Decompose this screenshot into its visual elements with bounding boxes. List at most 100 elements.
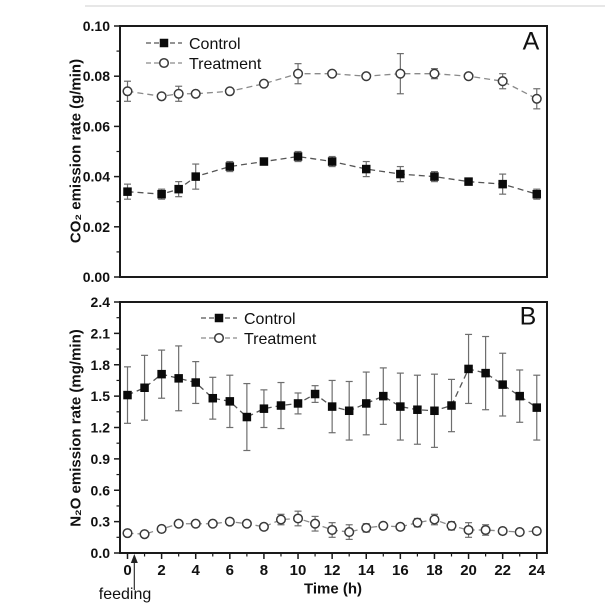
- chart-text: 0.3: [91, 514, 111, 530]
- treatment-marker-circle: [224, 86, 235, 97]
- treatment-marker-circle: [275, 514, 287, 525]
- chart-text: 0.10: [83, 18, 110, 34]
- treatment-marker-circle: [378, 520, 389, 531]
- control-marker-square: [447, 401, 456, 410]
- treatment-marker-circle: [207, 518, 218, 529]
- control-marker-square: [259, 404, 269, 413]
- treatment-marker-circle: [190, 88, 201, 99]
- treatment-marker-circle: [156, 91, 167, 102]
- treatment-marker-circle: [344, 527, 355, 538]
- control-marker-square: [532, 403, 542, 412]
- control-marker-square: [396, 402, 405, 411]
- chart-text: 1.5: [91, 388, 111, 404]
- treatment-marker-circle: [514, 527, 525, 538]
- chart-text: 1.2: [91, 420, 111, 436]
- panel-B: 0.00.30.60.91.21.51.82.12.40 2 4 6 8 10 12 14 16…: [91, 294, 548, 590]
- treatment-marker-circle: [241, 518, 252, 529]
- treatment-marker-circle: [497, 76, 508, 87]
- chart-text: Control: [244, 311, 296, 328]
- control-marker-square: [344, 406, 354, 416]
- treatment-marker-circle: [213, 332, 225, 344]
- chart-text: 22: [494, 562, 511, 579]
- panel-b-y-axis-title: N₂O emission rate (mg/min): [67, 329, 85, 527]
- chart-text: 4: [192, 562, 201, 579]
- control-marker-square: [174, 184, 183, 194]
- control-marker-square: [327, 157, 337, 166]
- chart-text: 0.06: [83, 118, 110, 134]
- treatment-marker-circle: [327, 68, 338, 79]
- feeding-annotation-label: feeding: [98, 586, 152, 603]
- chart-text: 0.02: [83, 219, 110, 235]
- treatment-marker-circle: [361, 522, 372, 533]
- chart-text: 0.6: [91, 482, 111, 498]
- control-marker-square: [464, 364, 473, 374]
- treatment-marker-circle: [361, 71, 372, 82]
- treatment-marker-circle: [158, 57, 170, 69]
- treatment-marker-circle: [327, 524, 338, 536]
- treatment-marker-circle: [173, 518, 184, 529]
- treatment-marker-circle: [412, 517, 423, 528]
- chart-text: 2: [157, 562, 165, 579]
- control-marker-square: [159, 38, 169, 48]
- control-marker-square: [208, 393, 218, 403]
- control-marker-square: [242, 412, 252, 422]
- treatment-marker-circle: [190, 518, 201, 529]
- treatment-marker-circle: [122, 86, 133, 97]
- x-axis-title: Time (h): [303, 580, 363, 598]
- control-marker-square: [157, 369, 166, 379]
- panel-a-letter: A: [522, 27, 540, 56]
- treatment-marker-circle: [395, 521, 406, 532]
- chart-text: 12: [324, 562, 341, 579]
- series-control: [123, 333, 542, 452]
- treatment-marker-circle: [429, 514, 440, 525]
- top-rule: [85, 5, 605, 7]
- treatment-marker-circle: [173, 88, 184, 99]
- chart-text: 10: [290, 562, 307, 579]
- control-marker-square: [174, 374, 183, 383]
- control-marker-square: [413, 405, 422, 414]
- control-marker-square: [396, 169, 405, 179]
- control-marker-square: [225, 162, 235, 171]
- control-marker-square: [214, 313, 224, 323]
- control-marker-square: [293, 152, 303, 161]
- control-marker-square: [498, 380, 507, 389]
- control-marker-square: [293, 399, 303, 408]
- panel-A: 0.00 0.02 0.04 0.06 0.08 0.10 Control Treatment: [83, 18, 548, 285]
- treatment-marker-circle: [429, 68, 440, 79]
- chart-text: 0.9: [91, 451, 111, 467]
- plot-frame: [119, 25, 548, 278]
- control-marker-square: [532, 189, 542, 199]
- legend: Control Treatment: [201, 311, 317, 348]
- plot-frame: [119, 301, 548, 554]
- control-marker-square: [379, 391, 388, 401]
- chart-text: 20: [460, 562, 477, 579]
- treatment-marker-circle: [497, 525, 508, 537]
- chart-text: 2.4: [91, 294, 111, 310]
- treatment-marker-circle: [156, 523, 167, 534]
- treatment-marker-circle: [139, 529, 150, 540]
- control-marker-square: [430, 406, 439, 416]
- chart-text: 8: [260, 562, 268, 579]
- series-treatment: [122, 510, 542, 541]
- panel-a-y-axis-title: CO₂ emission rate (g/min): [67, 58, 85, 244]
- control-marker-square: [361, 399, 371, 408]
- treatment-marker-circle: [531, 525, 542, 537]
- treatment-marker-circle: [463, 71, 474, 82]
- chart-text: 0.08: [83, 68, 110, 84]
- control-marker-square: [140, 383, 149, 393]
- panel-b-letter: B: [519, 302, 537, 331]
- control-marker-square: [430, 172, 439, 181]
- control-marker-square: [361, 164, 371, 174]
- chart-text: 24: [528, 562, 545, 579]
- treatment-marker-circle: [531, 93, 542, 104]
- control-marker-square: [191, 172, 200, 181]
- control-marker-square: [276, 401, 286, 410]
- chart-text: 0: [123, 562, 131, 579]
- treatment-marker-circle: [224, 516, 235, 527]
- control-marker-square: [327, 402, 337, 411]
- control-marker-square: [191, 378, 200, 387]
- chart-text: Treatment: [244, 331, 317, 348]
- control-marker-square: [259, 157, 269, 166]
